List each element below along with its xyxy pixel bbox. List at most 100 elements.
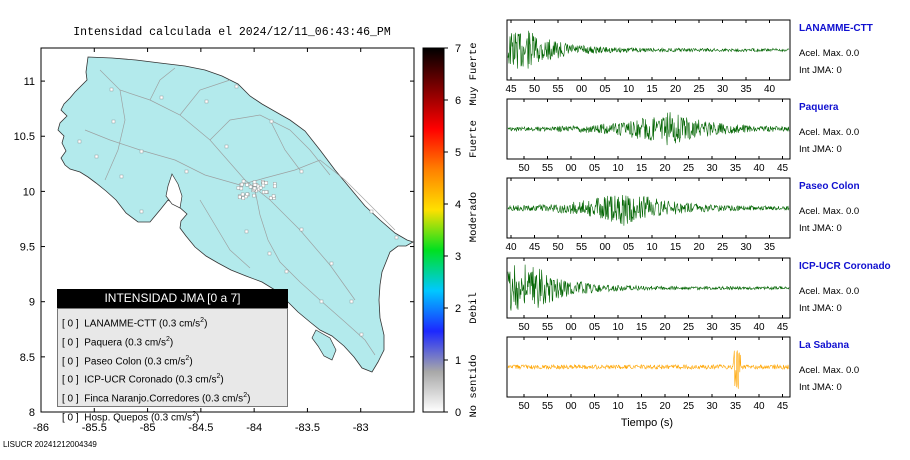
city-marker bbox=[139, 149, 144, 154]
seismogram-tick-label: 35 bbox=[730, 322, 742, 333]
seismogram-tick-label: 25 bbox=[683, 163, 695, 174]
seismogram-tick-label: 40 bbox=[753, 163, 765, 174]
colorbar-tick-label: 5 bbox=[455, 147, 461, 159]
city-marker bbox=[184, 169, 189, 174]
seismogram-tick-label: 55 bbox=[576, 242, 588, 253]
seismogram-tick-label: 25 bbox=[683, 322, 695, 333]
city-marker bbox=[204, 99, 209, 104]
seismogram-tick-label: 25 bbox=[717, 242, 729, 253]
legend-superscript: 2 bbox=[216, 373, 221, 381]
colorbar-category-label: No sentido bbox=[468, 354, 480, 417]
station-intensity: Int JMA: 0 bbox=[799, 144, 842, 155]
colorbar-tick-label: 1 bbox=[455, 355, 461, 367]
waveform-trace bbox=[507, 350, 790, 389]
map-y-tick-label: 10 bbox=[23, 186, 35, 198]
footer-id: LISUCR 20241212004349 bbox=[3, 440, 97, 449]
seismogram-tick-label: 10 bbox=[612, 401, 624, 412]
seismogram-tick-label: 05 bbox=[599, 84, 611, 95]
legend-intensity: [ 0 ] bbox=[62, 355, 85, 367]
city-marker bbox=[252, 186, 257, 191]
seismogram-tick-label: 55 bbox=[542, 401, 554, 412]
colorbar-tick-label: 0 bbox=[455, 407, 461, 419]
seismogram-tick-label: 40 bbox=[753, 322, 765, 333]
legend-superscript: 2 bbox=[185, 354, 190, 362]
seismogram-tick-label: 55 bbox=[552, 84, 564, 95]
seismogram-tick-label: 40 bbox=[753, 401, 765, 412]
city-marker bbox=[234, 84, 239, 89]
road-network bbox=[84, 67, 396, 356]
seismogram-tick-label: 50 bbox=[518, 163, 530, 174]
city-marker bbox=[239, 186, 244, 191]
seismogram-panel: 45 50 55 00 05 10 15 20 25 30 35 40 bbox=[505, 19, 791, 95]
seismogram-tick-label: 55 bbox=[542, 163, 554, 174]
legend-superscript: 2 bbox=[165, 335, 170, 343]
road bbox=[289, 129, 331, 176]
station-name: ICP-UCR Coronado bbox=[799, 261, 891, 272]
legend-close-paren: ) bbox=[195, 412, 200, 424]
station-accel: Acel. Max. 0.0 bbox=[799, 286, 860, 297]
legend-close-paren: ) bbox=[169, 337, 174, 349]
city-markers bbox=[77, 84, 399, 337]
seismogram-tick-label: 20 bbox=[659, 163, 671, 174]
city-marker bbox=[394, 235, 399, 240]
colorbar-tick-label: 7 bbox=[455, 43, 461, 55]
city-marker bbox=[109, 87, 114, 92]
legend-station: Paseo Colon (0.3 cm/s bbox=[84, 355, 186, 367]
waveform-trace bbox=[507, 264, 790, 311]
map-x-tick-label: -86 bbox=[33, 422, 49, 434]
map-y-tick-label: 9.5 bbox=[20, 242, 35, 254]
map-y-tick-label: 8 bbox=[29, 407, 35, 419]
station-name: Paseo Colon bbox=[799, 181, 860, 192]
seismogram-tick-label: 45 bbox=[505, 84, 517, 95]
map-x-tick-label: -85.5 bbox=[82, 422, 107, 434]
legend-close-paren: ) bbox=[247, 393, 251, 405]
city-marker bbox=[264, 181, 268, 185]
seismogram-tick-label: 30 bbox=[706, 401, 718, 412]
map-x-tick-label: -85 bbox=[140, 422, 156, 434]
costa-rica-landmass bbox=[57, 56, 414, 373]
colorbar-category-label: Debil bbox=[468, 292, 480, 324]
waveform-trace bbox=[507, 30, 790, 69]
seismogram-tick-label: 10 bbox=[612, 163, 624, 174]
city-marker bbox=[224, 144, 229, 149]
map-title: Intensidad calculada el 2024/12/11_06:43… bbox=[73, 26, 391, 39]
map-content bbox=[57, 56, 414, 373]
seismogram-tick-label: 00 bbox=[576, 84, 588, 95]
legend-row: [ 0 ] ICP-UCR Coronado (0.3 cm/s2) bbox=[62, 369, 287, 388]
city-marker bbox=[267, 251, 272, 256]
city-marker bbox=[77, 139, 82, 144]
seismogram-tick-label: 50 bbox=[518, 401, 530, 412]
map-y-tick-label: 11 bbox=[24, 76, 35, 88]
city-marker bbox=[299, 169, 304, 174]
station-intensity: Int JMA: 0 bbox=[799, 382, 842, 393]
map-y-tick-label: 8.5 bbox=[20, 352, 35, 364]
map-x-axis: -86 -85.5 -85 -84.5 -84 -83.5 -83 bbox=[33, 48, 369, 434]
colorbar-category-label: Muy Fuerte bbox=[468, 42, 480, 105]
seismogram-tick-label: 05 bbox=[589, 322, 601, 333]
city-marker bbox=[245, 183, 249, 187]
city-marker bbox=[244, 229, 249, 234]
colorbar-labels: No sentido Debil Moderado Fuerte Muy Fuerte bbox=[468, 42, 480, 417]
seismogram-tick-label: 45 bbox=[777, 401, 789, 412]
city-marker bbox=[349, 299, 354, 304]
map-y-axis: 11 10.5 10 9.5 9 8.5 8 bbox=[14, 76, 414, 419]
city-marker bbox=[245, 192, 250, 196]
legend-close-paren: ) bbox=[204, 318, 208, 330]
legend-station: Paquera (0.3 cm/s bbox=[84, 337, 166, 349]
road bbox=[344, 321, 376, 356]
city-marker bbox=[94, 154, 99, 159]
legend-intensity: [ 0 ] bbox=[62, 318, 85, 330]
seismogram-tick-label: 55 bbox=[542, 322, 554, 333]
map-y-tick-label: 9 bbox=[29, 297, 35, 309]
road bbox=[99, 69, 356, 301]
legend-close-paren: ) bbox=[189, 355, 193, 367]
seismogram-tick-label: 50 bbox=[529, 84, 541, 95]
road bbox=[84, 129, 241, 186]
legend-box: [ 0 ] LANAMME-CTT (0.3 cm/s2)[ 0 ] Paque… bbox=[57, 308, 288, 423]
seismogram-panels: 45 50 55 00 05 10 15 20 25 30 35 40 50 55 00 05 10 15 20 25… bbox=[505, 19, 791, 412]
city-marker bbox=[252, 193, 256, 198]
station-accel: Acel. Max. 0.0 bbox=[799, 48, 860, 59]
legend-intensity: [ 0 ] bbox=[62, 412, 85, 424]
